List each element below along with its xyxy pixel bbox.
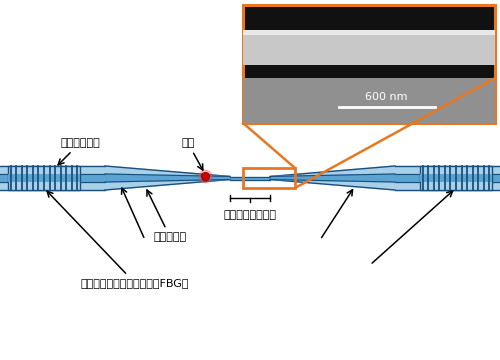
Text: ナノ光ファイバー: ナノ光ファイバー [224,210,276,220]
Bar [8,166,80,190]
Text: 600 nm: 600 nm [366,92,408,102]
Polygon shape [105,166,230,190]
Bar [243,5,495,123]
Polygon shape [0,166,105,190]
Bar [243,30,495,35]
Bar [8,174,80,182]
Polygon shape [395,174,500,182]
Bar [243,78,495,123]
Bar [243,168,295,188]
Polygon shape [270,174,395,182]
Polygon shape [395,166,500,190]
Text: 光ファイバー: 光ファイバー [58,138,100,165]
Polygon shape [105,174,230,182]
Text: 原子: 原子 [182,138,203,170]
Bar [420,174,492,182]
Bar [243,35,495,65]
Text: テーパー部: テーパー部 [147,190,186,242]
Text: ファイバーブラッグ格子（FBG）: ファイバーブラッグ格子（FBG） [47,191,190,288]
Polygon shape [270,166,395,190]
Polygon shape [0,174,105,182]
Bar [420,166,492,190]
Polygon shape [230,176,270,180]
